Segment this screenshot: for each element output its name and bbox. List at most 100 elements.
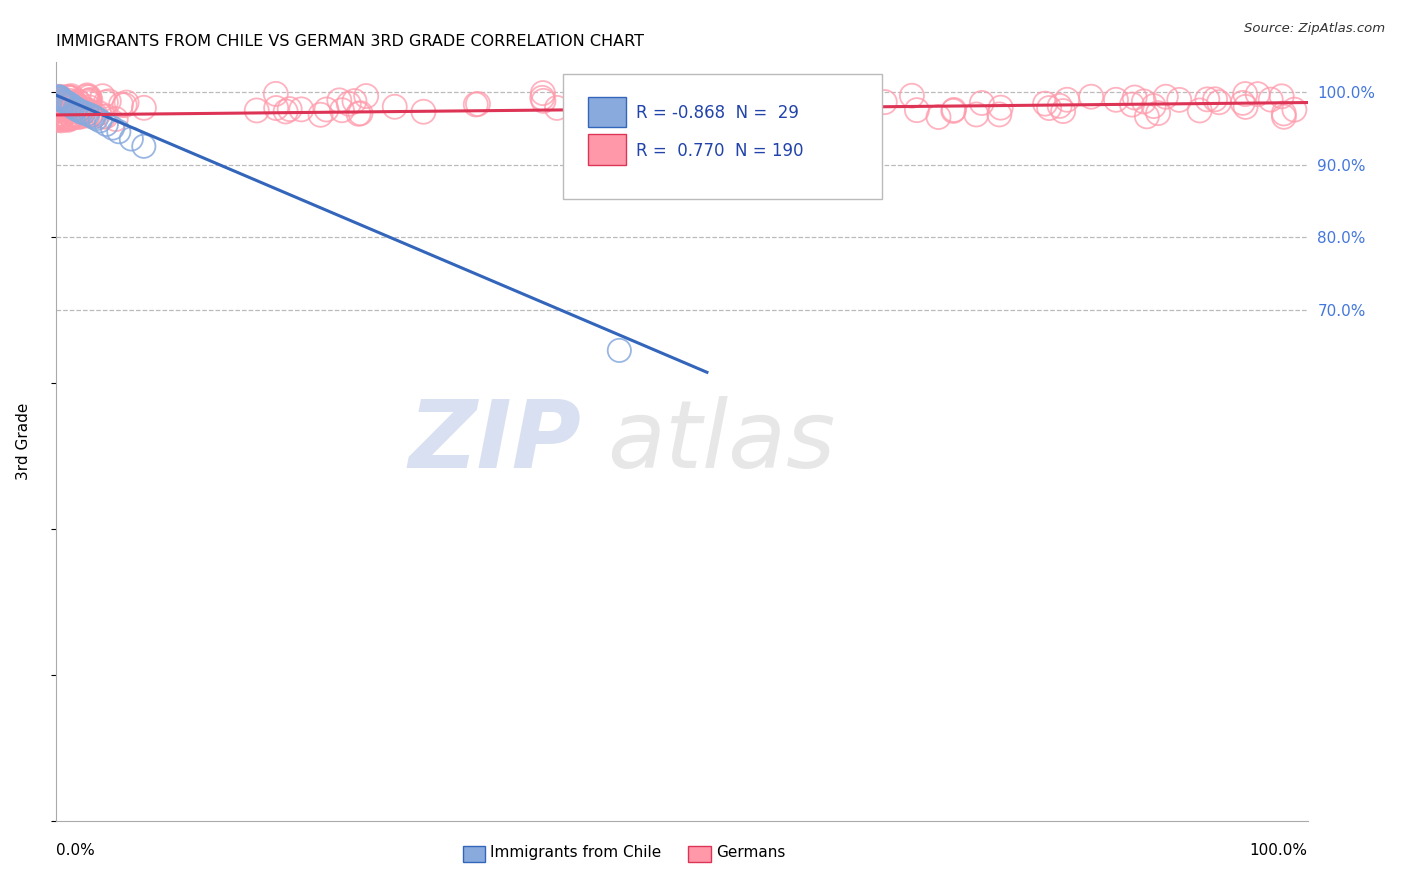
Point <box>77 90 100 104</box>
Point <box>675 101 697 115</box>
Point <box>65 96 87 111</box>
Point <box>943 103 966 117</box>
Point <box>53 98 76 112</box>
Point <box>60 111 83 125</box>
Point <box>53 102 76 116</box>
Point <box>51 110 73 124</box>
Point <box>1272 110 1295 124</box>
Point <box>60 98 83 112</box>
Point <box>384 100 406 114</box>
Text: ZIP: ZIP <box>409 395 582 488</box>
Point <box>70 105 93 120</box>
Point <box>59 91 82 105</box>
Point <box>48 98 70 112</box>
Text: IMMIGRANTS FROM CHILE VS GERMAN 3RD GRADE CORRELATION CHART: IMMIGRANTS FROM CHILE VS GERMAN 3RD GRAD… <box>56 34 644 49</box>
Point <box>80 109 103 123</box>
Text: Immigrants from Chile: Immigrants from Chile <box>491 845 662 860</box>
Point <box>827 87 849 102</box>
Point <box>51 93 73 107</box>
Point <box>52 94 75 108</box>
Point <box>56 112 79 127</box>
Point <box>669 95 692 110</box>
Point <box>48 102 70 116</box>
Point <box>1188 103 1211 118</box>
Point <box>628 93 651 107</box>
Point <box>65 104 87 119</box>
Point <box>309 108 332 122</box>
Bar <box>688 846 710 863</box>
Point <box>343 94 366 108</box>
Point <box>823 94 845 108</box>
Point <box>1234 87 1257 101</box>
Point <box>67 103 90 117</box>
Point <box>1121 97 1143 112</box>
Point <box>531 91 554 105</box>
Point <box>49 92 72 106</box>
Point <box>77 94 100 108</box>
Point <box>717 92 740 106</box>
Point <box>46 111 69 125</box>
Point <box>901 88 924 103</box>
Point <box>825 98 848 112</box>
Point <box>46 93 69 107</box>
Point <box>94 95 117 110</box>
Point <box>60 110 83 124</box>
Point <box>97 95 120 109</box>
Point <box>1232 95 1254 110</box>
Point <box>46 99 69 113</box>
Point <box>315 103 337 117</box>
Point <box>1260 93 1282 107</box>
Point <box>77 95 100 110</box>
Point <box>55 95 77 110</box>
Point <box>69 103 91 118</box>
Point <box>46 108 69 122</box>
FancyBboxPatch shape <box>562 74 882 199</box>
Point <box>599 87 621 101</box>
Point <box>927 110 949 124</box>
Point <box>354 89 377 103</box>
Point <box>70 106 93 120</box>
Point <box>49 91 72 105</box>
Point <box>704 93 727 107</box>
Point <box>988 107 1011 121</box>
Point <box>467 97 489 112</box>
Point <box>60 107 83 121</box>
Point <box>76 89 98 103</box>
Point <box>48 97 70 112</box>
Text: 3rd Grade: 3rd Grade <box>17 403 31 480</box>
Point <box>666 108 689 122</box>
Point <box>53 112 76 126</box>
Point <box>59 101 82 115</box>
Point <box>48 109 70 123</box>
Point <box>1247 87 1270 102</box>
Text: Germans: Germans <box>716 845 785 860</box>
Point <box>1147 106 1170 120</box>
Point <box>120 132 142 146</box>
Point <box>73 105 96 120</box>
Point <box>1143 99 1166 113</box>
Point <box>990 101 1012 115</box>
Point <box>46 110 69 124</box>
Point <box>648 98 671 112</box>
Point <box>664 93 686 107</box>
Point <box>46 92 69 106</box>
Point <box>349 106 371 120</box>
Point <box>1123 90 1146 104</box>
Point <box>52 101 75 115</box>
Point <box>965 107 987 121</box>
Point <box>905 103 928 117</box>
Point <box>1056 93 1078 107</box>
Point <box>970 95 993 110</box>
Point <box>49 112 72 126</box>
Point <box>1038 101 1060 115</box>
Point <box>73 102 96 116</box>
Text: R =  0.770  N = 190: R = 0.770 N = 190 <box>636 142 803 160</box>
Point <box>711 87 734 101</box>
Point <box>51 112 73 126</box>
Point <box>533 94 555 108</box>
Point <box>58 98 80 112</box>
Point <box>69 109 91 123</box>
Point <box>1133 95 1156 109</box>
Point <box>59 91 82 105</box>
Point <box>52 99 75 113</box>
